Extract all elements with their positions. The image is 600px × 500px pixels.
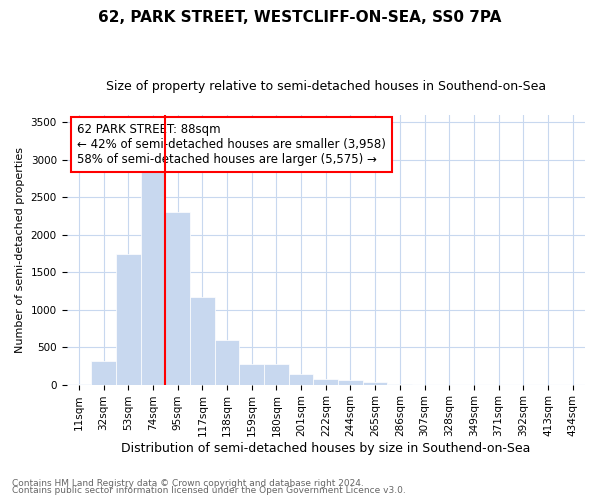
Title: Size of property relative to semi-detached houses in Southend-on-Sea: Size of property relative to semi-detach… — [106, 80, 546, 93]
Y-axis label: Number of semi-detached properties: Number of semi-detached properties — [15, 147, 25, 353]
Bar — [116, 254, 140, 384]
Bar — [289, 374, 313, 384]
X-axis label: Distribution of semi-detached houses by size in Southend-on-Sea: Distribution of semi-detached houses by … — [121, 442, 530, 455]
Bar — [313, 378, 338, 384]
Bar — [264, 364, 289, 384]
Text: Contains HM Land Registry data © Crown copyright and database right 2024.: Contains HM Land Registry data © Crown c… — [12, 478, 364, 488]
Text: 62 PARK STREET: 88sqm
← 42% of semi-detached houses are smaller (3,958)
58% of s: 62 PARK STREET: 88sqm ← 42% of semi-deta… — [77, 123, 386, 166]
Bar — [190, 296, 215, 384]
Bar — [215, 340, 239, 384]
Bar — [239, 364, 264, 384]
Bar — [165, 212, 190, 384]
Bar — [363, 382, 388, 384]
Text: Contains public sector information licensed under the Open Government Licence v3: Contains public sector information licen… — [12, 486, 406, 495]
Bar — [338, 380, 363, 384]
Bar — [140, 168, 165, 384]
Bar — [91, 362, 116, 384]
Text: 62, PARK STREET, WESTCLIFF-ON-SEA, SS0 7PA: 62, PARK STREET, WESTCLIFF-ON-SEA, SS0 7… — [98, 10, 502, 25]
